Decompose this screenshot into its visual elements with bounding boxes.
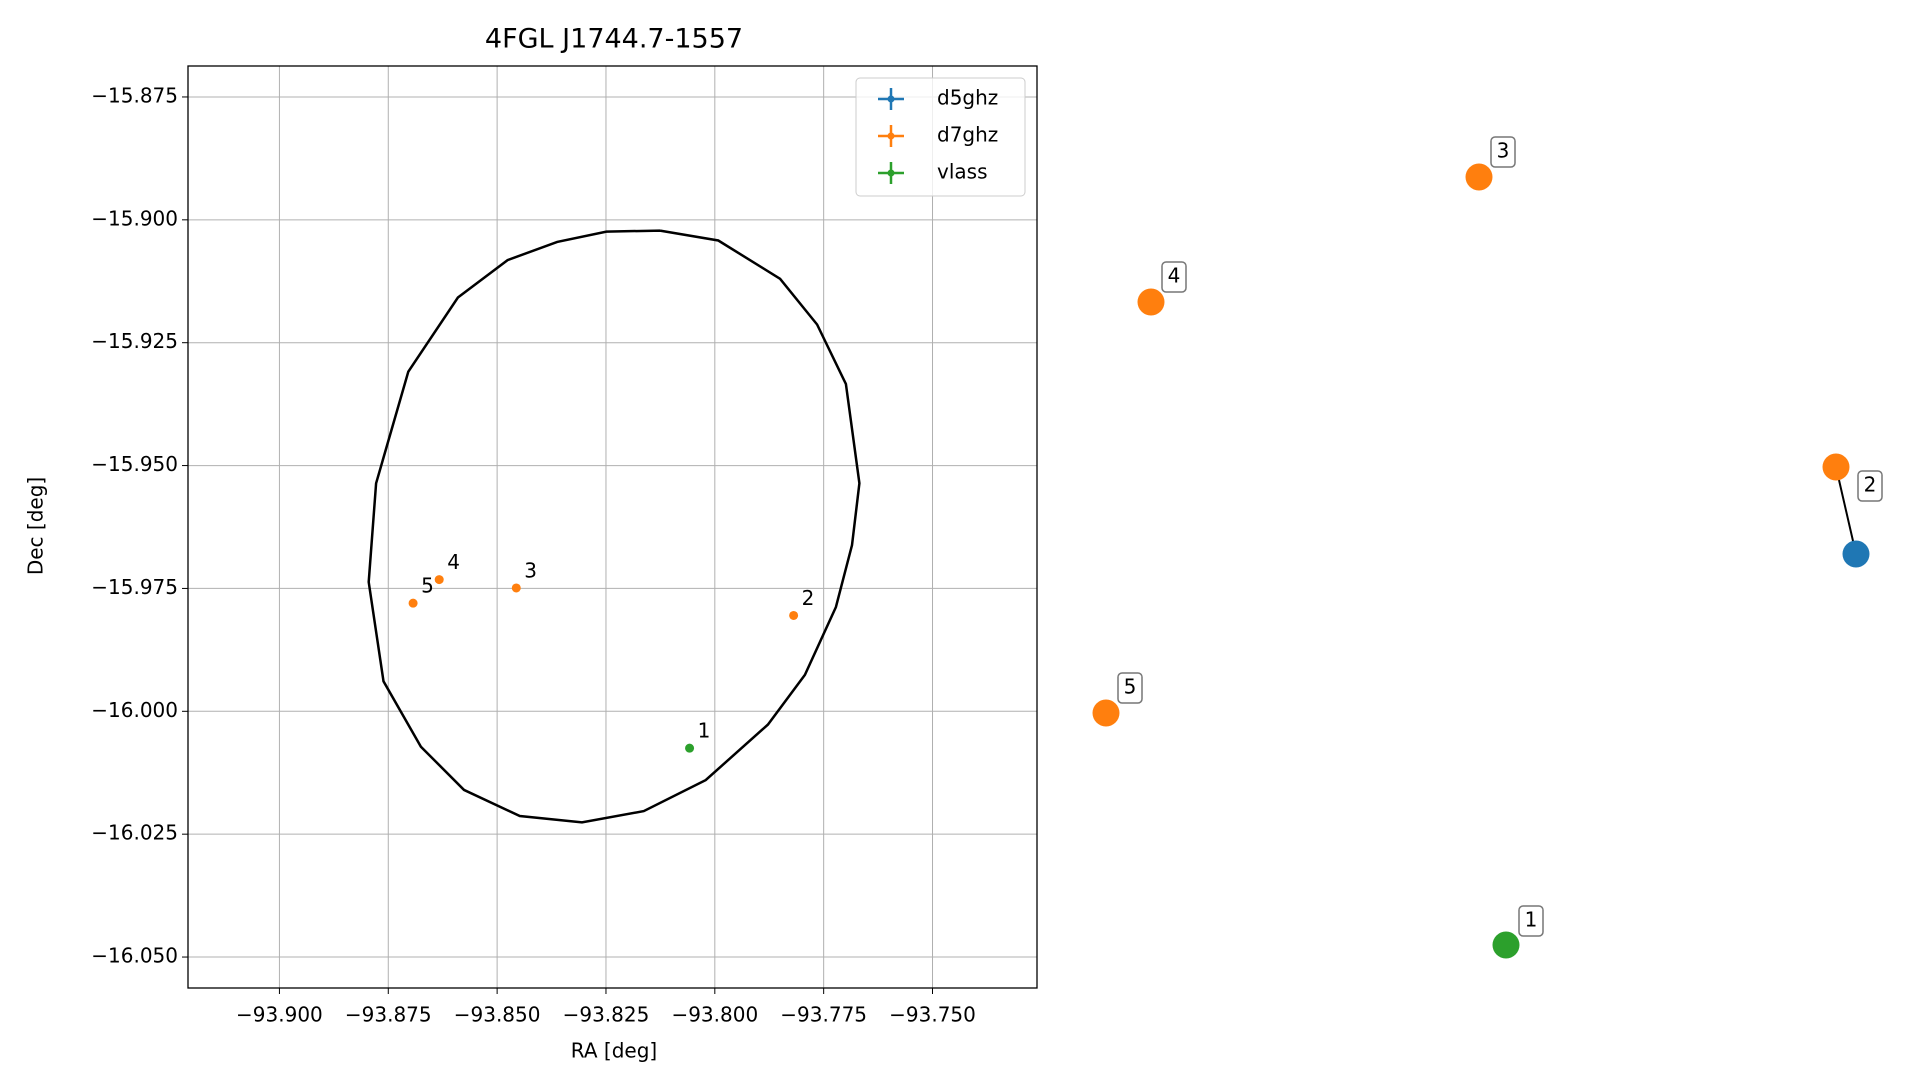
node [1492,931,1520,959]
y-tick-label: −15.925 [91,329,178,353]
y-axis-label: Dec [deg] [24,477,48,575]
axes-frame [187,65,1038,989]
error-ellipse [367,229,861,824]
legend-label: d5ghz [937,86,998,110]
node-label: 2 [1864,473,1877,497]
point-label: 4 [447,550,460,574]
x-tick-label: −93.800 [671,1003,758,1027]
y-tick-label: −16.000 [91,698,178,722]
point [685,743,695,753]
node-label-box [1518,905,1544,937]
node-label-box [1490,136,1516,168]
plot-area [188,66,1037,988]
edge [1835,466,1857,555]
node-label-box [1161,261,1187,293]
x-tick-label: −93.825 [563,1003,650,1027]
node [1137,288,1165,316]
point-label: 2 [802,586,815,610]
legend-marker [887,95,895,103]
node-label: 4 [1168,264,1181,288]
node-label: 3 [1497,139,1510,163]
y-tick-label: −15.975 [91,575,178,599]
node [1465,163,1493,191]
x-axis-label: RA [deg] [571,1039,657,1063]
node [1092,699,1120,727]
y-tick-label: −16.050 [91,944,178,968]
legend-marker [887,169,895,177]
node-label-box [1117,672,1143,704]
point [511,583,521,593]
x-tick-label: −93.850 [454,1003,541,1027]
x-tick-label: −93.900 [236,1003,323,1027]
point [789,610,799,620]
point-label: 3 [524,558,537,582]
legend-label: vlass [937,160,988,184]
y-tick-label: −15.900 [91,206,178,230]
y-tick-label: −16.025 [91,821,178,845]
y-tick-label: −15.950 [91,452,178,476]
chart-title: 4FGL J1744.7-1557 [485,24,743,55]
node-label: 5 [1124,675,1137,699]
node [1842,540,1870,568]
x-tick-label: −93.775 [780,1003,867,1027]
point-label: 1 [698,719,711,743]
legend-box [855,77,1026,197]
node-label-box [1857,470,1883,502]
x-tick-label: −93.750 [889,1003,976,1027]
x-tick-label: −93.875 [345,1003,432,1027]
legend-marker [887,132,895,140]
node-label: 1 [1525,908,1538,932]
legend-label: d7ghz [937,123,998,147]
point [434,575,444,585]
node [1822,453,1850,481]
point [408,598,418,608]
point-label: 5 [421,574,434,598]
y-tick-label: −15.875 [91,83,178,107]
